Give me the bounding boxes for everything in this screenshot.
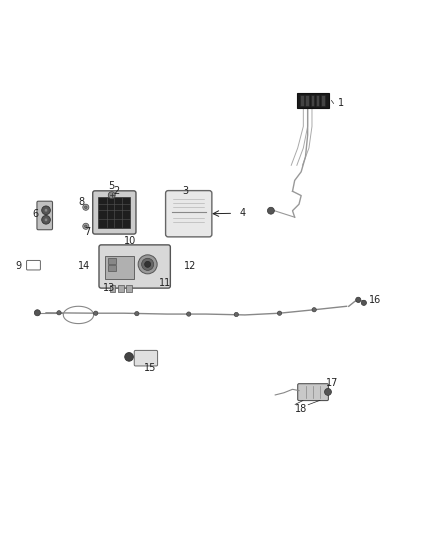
Bar [99,197,131,228]
Circle shape [277,311,282,316]
Text: 8: 8 [79,198,85,207]
Bar [316,95,319,106]
Text: 3: 3 [182,186,188,196]
Text: 6: 6 [32,209,38,219]
Circle shape [234,312,238,317]
Circle shape [361,300,367,305]
Bar [321,95,325,106]
Text: 14: 14 [78,261,90,271]
Circle shape [325,389,332,395]
FancyBboxPatch shape [93,191,136,234]
Circle shape [34,310,40,316]
Text: 12: 12 [184,261,197,271]
Text: 5: 5 [108,182,114,191]
Text: 10: 10 [124,237,137,246]
Circle shape [83,223,89,229]
Text: 4: 4 [240,208,246,219]
Circle shape [57,311,61,315]
Circle shape [83,204,89,211]
Circle shape [125,352,134,361]
FancyBboxPatch shape [37,201,53,230]
Bar [297,93,329,108]
Circle shape [85,206,87,208]
Circle shape [312,308,316,312]
Text: 2: 2 [113,186,120,196]
Text: 1: 1 [338,99,344,109]
Bar [106,256,134,279]
Circle shape [44,218,48,222]
Circle shape [187,312,191,316]
Bar [110,285,116,292]
Text: 13: 13 [102,282,115,293]
Bar [311,95,314,106]
Circle shape [268,207,274,214]
Text: 11: 11 [159,278,171,287]
Bar [300,95,304,106]
Bar [118,285,124,292]
FancyBboxPatch shape [27,261,40,270]
FancyBboxPatch shape [99,245,170,288]
Circle shape [108,192,115,199]
Text: 16: 16 [369,295,381,305]
Circle shape [42,206,50,215]
Circle shape [145,261,151,268]
Bar [305,95,309,106]
Text: 17: 17 [326,378,339,388]
Text: 15: 15 [144,363,156,373]
Circle shape [141,259,154,270]
Circle shape [134,311,139,316]
Circle shape [44,208,48,212]
Circle shape [138,255,157,274]
Circle shape [85,225,87,228]
Text: 9: 9 [16,261,22,271]
Circle shape [42,215,50,224]
Text: 7: 7 [84,227,90,237]
Bar [126,285,132,292]
Bar [108,265,117,271]
FancyBboxPatch shape [166,191,212,237]
Text: 18: 18 [295,404,307,414]
Circle shape [356,297,361,302]
Bar [108,259,117,264]
Circle shape [94,311,98,316]
FancyBboxPatch shape [134,350,158,366]
FancyBboxPatch shape [298,384,328,401]
